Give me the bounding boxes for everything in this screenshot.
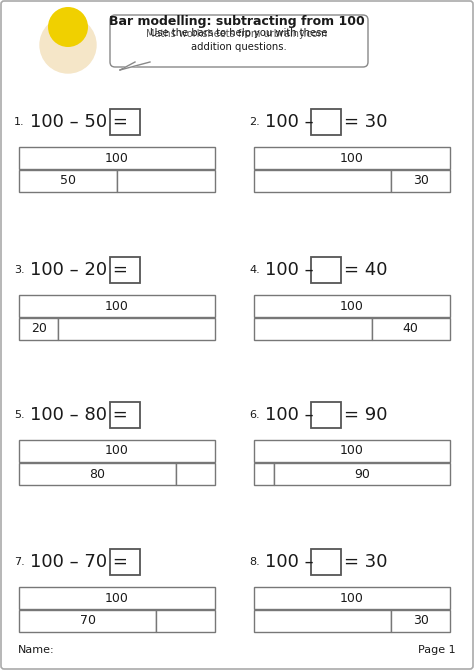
Text: 6.: 6.	[249, 410, 260, 420]
Bar	[110, 257, 140, 283]
Text: 100 –: 100 –	[265, 406, 314, 424]
Text: 100: 100	[340, 444, 364, 458]
Text: 2.: 2.	[249, 117, 260, 127]
Bar	[19, 147, 215, 169]
Text: 30: 30	[413, 614, 428, 628]
Bar	[273, 463, 450, 485]
Text: = 40: = 40	[344, 261, 388, 279]
Text: 100: 100	[340, 299, 364, 312]
Text: 100 –: 100 –	[265, 113, 314, 131]
Circle shape	[48, 7, 88, 47]
Text: 80: 80	[90, 468, 105, 480]
Bar	[254, 295, 450, 317]
Bar	[391, 170, 450, 192]
Bar	[176, 463, 215, 485]
Text: 8.: 8.	[249, 557, 260, 567]
Bar	[110, 109, 140, 135]
Bar	[19, 318, 58, 340]
Text: Maths worksheets from urbrainy.com: Maths worksheets from urbrainy.com	[146, 29, 328, 39]
Text: = 90: = 90	[344, 406, 388, 424]
Bar	[110, 549, 140, 575]
Text: 100: 100	[340, 151, 364, 165]
Text: 100: 100	[105, 444, 129, 458]
Bar	[254, 147, 450, 169]
Text: 20: 20	[31, 322, 46, 336]
Bar	[254, 318, 372, 340]
Bar	[19, 610, 156, 632]
Text: Page 1: Page 1	[419, 645, 456, 655]
Bar	[19, 587, 215, 609]
Text: 100 –: 100 –	[265, 553, 314, 571]
Bar	[311, 257, 341, 283]
Bar	[311, 402, 341, 428]
Text: 3.: 3.	[14, 265, 25, 275]
Bar	[254, 463, 273, 485]
Text: 100: 100	[105, 299, 129, 312]
Text: 90: 90	[354, 468, 370, 480]
Bar	[311, 549, 341, 575]
Text: 100 – 70 =: 100 – 70 =	[30, 553, 128, 571]
Text: = 30: = 30	[344, 553, 388, 571]
Bar	[19, 170, 117, 192]
Text: Use the bars to help you with these
addition questions.: Use the bars to help you with these addi…	[150, 27, 328, 52]
Bar	[110, 402, 140, 428]
Text: 1.: 1.	[14, 117, 25, 127]
Text: 100 –: 100 –	[265, 261, 314, 279]
Bar	[311, 109, 341, 135]
Bar	[391, 610, 450, 632]
Bar	[254, 610, 391, 632]
Text: 5.: 5.	[14, 410, 25, 420]
Text: Bar modelling: subtracting from 100: Bar modelling: subtracting from 100	[109, 15, 365, 29]
Text: 100 – 20 =: 100 – 20 =	[30, 261, 128, 279]
Bar	[117, 170, 215, 192]
Bar	[19, 295, 215, 317]
Bar	[156, 610, 215, 632]
Text: 50: 50	[60, 174, 76, 188]
Text: 100 – 50 =: 100 – 50 =	[30, 113, 128, 131]
Bar	[19, 463, 176, 485]
Text: 30: 30	[413, 174, 428, 188]
Bar	[254, 170, 391, 192]
Text: 100: 100	[340, 592, 364, 604]
Text: 40: 40	[403, 322, 419, 336]
Bar	[372, 318, 450, 340]
Text: = 30: = 30	[344, 113, 388, 131]
Text: 7.: 7.	[14, 557, 25, 567]
Text: 4.: 4.	[249, 265, 260, 275]
Bar	[58, 318, 215, 340]
Text: Name:: Name:	[18, 645, 55, 655]
Text: 100: 100	[105, 592, 129, 604]
Bar	[254, 440, 450, 462]
Text: 100: 100	[105, 151, 129, 165]
FancyBboxPatch shape	[110, 15, 368, 67]
Polygon shape	[120, 62, 150, 70]
Circle shape	[40, 17, 96, 73]
Text: 70: 70	[80, 614, 96, 628]
Text: 100 – 80 =: 100 – 80 =	[30, 406, 128, 424]
Bar	[254, 587, 450, 609]
Bar	[19, 440, 215, 462]
